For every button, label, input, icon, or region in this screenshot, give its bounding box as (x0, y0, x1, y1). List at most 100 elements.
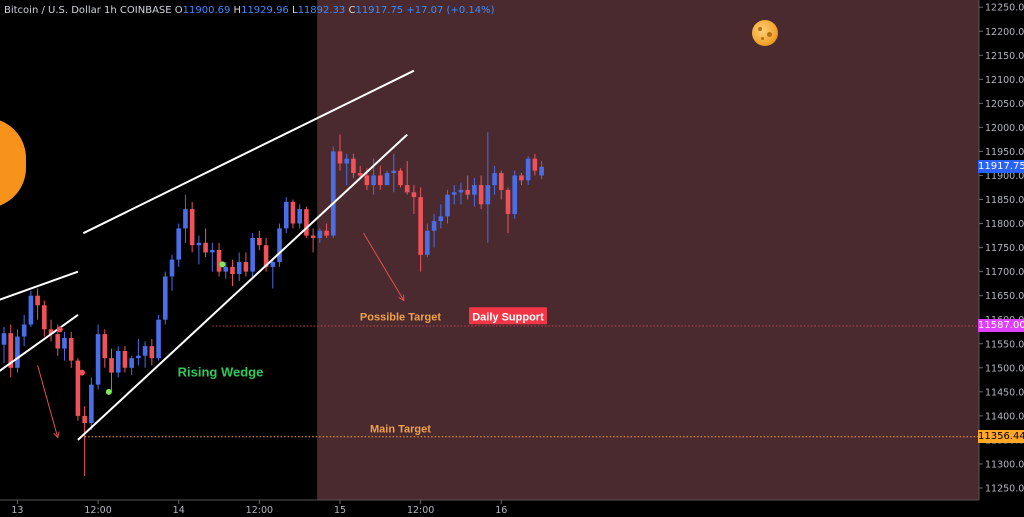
candle-down (337, 151, 343, 164)
candle-down (364, 175, 370, 186)
candle-up (95, 334, 101, 385)
candle-down (532, 158, 538, 171)
high-label: H (233, 5, 242, 16)
candle-up (250, 237, 255, 272)
candle-up (512, 175, 518, 214)
candle-down (465, 189, 470, 195)
candles (1, 132, 544, 476)
candle-up (297, 209, 302, 224)
candle-down (351, 158, 356, 174)
target-arrow-line (363, 232, 405, 301)
candle-down (68, 337, 74, 361)
candle-up (236, 262, 242, 275)
candle-up (136, 355, 141, 359)
annotations: Rising Wedge Possible Target Daily Support… (178, 307, 547, 436)
possible-target-label: Possible Target (360, 312, 441, 324)
candle-down (519, 175, 524, 181)
candle-up (539, 166, 544, 176)
price-tick-label: 12000.00 (985, 123, 1024, 134)
candle-down (149, 346, 155, 359)
candle-up (431, 221, 437, 231)
exchange: COINBASE (119, 5, 172, 16)
candle-up (169, 259, 175, 277)
wedge-upper-line (82, 69, 415, 235)
candle-down (378, 175, 383, 186)
lower-channel-lower-line (0, 314, 79, 372)
candle-down (404, 185, 410, 193)
price-tick-label: 11450.00 (985, 387, 1024, 398)
candle-down (203, 242, 208, 253)
candle-up (445, 194, 450, 217)
buy-signal-dot (105, 388, 112, 395)
candle-down (398, 170, 403, 186)
close-label: C (348, 5, 356, 16)
buy-signal-dot (219, 261, 226, 268)
change-value: +17.07 (+0.14%) (406, 5, 495, 16)
price-axis[interactable]: 11250.0011300.0011350.0011400.0011450.00… (979, 3, 1024, 495)
candle-down (357, 173, 363, 176)
candle-down (498, 173, 504, 190)
drawings (0, 69, 979, 441)
candle-up (162, 276, 168, 320)
price-tick-label: 11950.00 (985, 147, 1024, 158)
wedge-lower-line (77, 133, 408, 441)
markers (56, 261, 226, 395)
candle-down (263, 245, 269, 267)
candle-up (492, 173, 497, 186)
high-value: 11929.96 (241, 5, 289, 16)
price-tick-label: 11500.00 (985, 363, 1024, 374)
candle-down (243, 262, 249, 272)
price-tick-label: 11550.00 (985, 339, 1024, 350)
candle-down (82, 415, 87, 424)
candle-down (35, 295, 40, 306)
candle-down (290, 201, 296, 224)
candle-up (196, 242, 202, 246)
open-value: 11900.69 (182, 5, 231, 16)
price-tick-label: 12200.00 (985, 27, 1024, 38)
last-price-tag: 11917.75 (978, 160, 1024, 174)
candle-down (55, 334, 61, 349)
candle-up (283, 201, 289, 229)
time-axis[interactable]: 13 12:00 14 12:00 15 12:00 16 (11, 500, 507, 516)
time-tick-label: 13 (11, 505, 23, 516)
sell-signal-dot (56, 326, 63, 333)
time-tick-label: 16 (495, 505, 507, 516)
candle-up (115, 350, 121, 373)
candle-up (485, 185, 491, 205)
candle-down (122, 350, 128, 368)
candle-up (89, 384, 94, 424)
candle-up (210, 250, 215, 253)
price-tick-label: 11750.00 (985, 243, 1024, 254)
candle-up (384, 173, 390, 186)
candle-down (230, 266, 235, 275)
time-tick-label: 12:00 (84, 505, 111, 516)
candle-down (418, 197, 423, 255)
candle-up (277, 228, 282, 263)
price-axis-background (979, 0, 1024, 500)
lower-channel-upper-line (0, 270, 79, 301)
candle-down (42, 305, 47, 330)
candle-up (472, 185, 477, 195)
symbol-name[interactable]: Bitcoin / U.S. Dollar (4, 5, 101, 16)
candle-down (216, 250, 222, 272)
price-tick-label: 11650.00 (985, 291, 1024, 302)
target-arrow-line (37, 365, 59, 438)
chart-header: Bitcoin / U.S. Dollar 1h COINBASE O11900… (4, 5, 495, 16)
daily-support-label: Daily Support (472, 312, 544, 324)
moon-icon (752, 20, 778, 46)
sell-signal-dot (78, 369, 85, 376)
candle-up (270, 262, 276, 267)
target-arrow-head (398, 294, 405, 302)
price-tick-label: 11250.00 (985, 483, 1024, 494)
candle-down (304, 209, 309, 236)
interval[interactable]: 1h (104, 5, 117, 16)
candle-up (28, 295, 34, 325)
price-tick-label: 12050.00 (985, 99, 1024, 110)
candle-up (176, 228, 182, 260)
candle-up (21, 324, 27, 337)
candle-down (324, 230, 329, 236)
candle-down (109, 358, 114, 373)
candle-up (451, 192, 457, 195)
candle-up (62, 337, 67, 349)
